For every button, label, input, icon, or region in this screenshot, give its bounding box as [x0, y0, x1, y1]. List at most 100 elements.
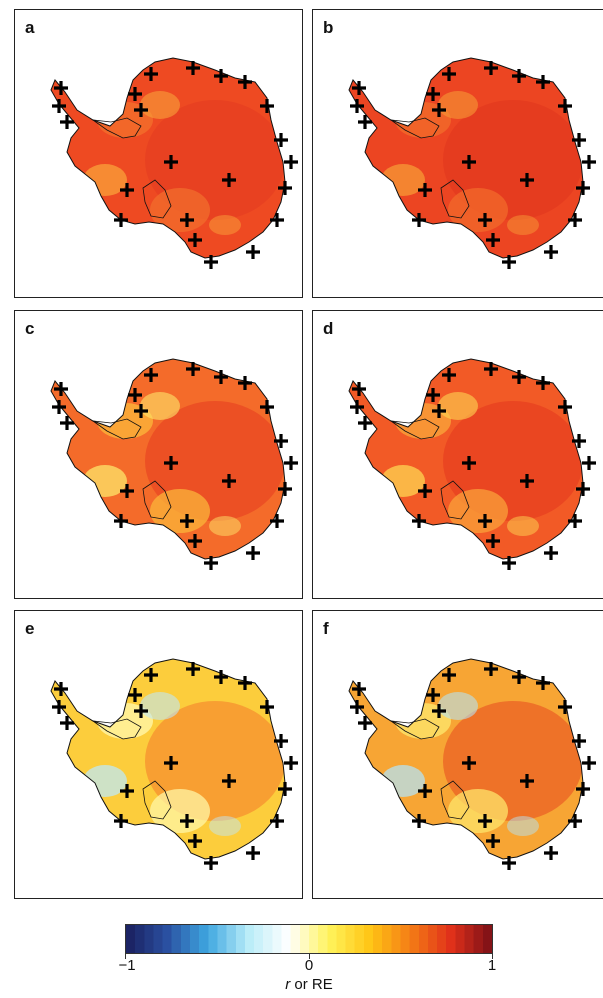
station-cross-marker: [284, 155, 298, 169]
station-cross-marker: [186, 362, 200, 376]
station-cross-marker: [274, 734, 288, 748]
station-cross-marker: [134, 103, 148, 117]
field-patch: [150, 489, 210, 533]
station-cross-marker: [502, 856, 516, 870]
field-patch: [448, 489, 508, 533]
station-cross-marker: [512, 370, 526, 384]
station-cross-marker: [54, 382, 68, 396]
station-cross-marker: [350, 700, 364, 714]
coastline: [348, 358, 584, 560]
station-cross-marker: [214, 69, 228, 83]
station-cross-marker: [536, 376, 550, 390]
station-cross-marker: [478, 213, 492, 227]
station-cross-marker: [274, 434, 288, 448]
station-cross-marker: [462, 456, 476, 470]
station-cross-marker: [412, 514, 426, 528]
colorbar: [125, 924, 493, 954]
station-cross-marker: [544, 245, 558, 259]
station-cross-marker: [572, 434, 586, 448]
station-cross-marker: [442, 668, 456, 682]
station-cross-marker: [246, 846, 260, 860]
station-cross-marker: [260, 99, 274, 113]
ice-shelf-line: [440, 780, 470, 820]
field-patch: [448, 789, 508, 833]
station-cross-marker: [352, 682, 366, 696]
station-cross-marker: [520, 774, 534, 788]
panel-f: f: [312, 610, 603, 899]
station-cross-marker: [426, 688, 440, 702]
station-cross-marker: [180, 213, 194, 227]
colorbar-tick: [125, 953, 126, 959]
panel-letter: e: [25, 619, 35, 638]
colorbar-tick-label-max: 1: [487, 957, 497, 974]
station-cross-marker: [238, 676, 252, 690]
antarctica-map: [50, 658, 298, 870]
panel-a: a: [14, 9, 303, 298]
station-cross-marker: [358, 716, 372, 730]
station-cross-marker: [134, 704, 148, 718]
station-cross-marker: [576, 782, 590, 796]
station-cross-marker: [278, 181, 292, 195]
station-cross-marker: [128, 688, 142, 702]
station-cross-marker: [186, 662, 200, 676]
station-cross-marker: [412, 213, 426, 227]
panel-b: b: [312, 9, 603, 298]
colorbar-label-r: r: [285, 976, 291, 993]
station-cross-marker: [486, 534, 500, 548]
station-cross-marker: [60, 115, 74, 129]
station-cross-marker: [442, 67, 456, 81]
colorbar-tick: [309, 953, 310, 959]
station-cross-marker: [270, 814, 284, 828]
station-cross-marker: [164, 155, 178, 169]
station-cross-marker: [462, 155, 476, 169]
station-cross-marker: [568, 514, 582, 528]
station-cross-marker: [484, 61, 498, 75]
station-cross-marker: [204, 556, 218, 570]
ice-shelf-line: [389, 418, 440, 440]
station-cross-marker: [270, 213, 284, 227]
station-cross-marker: [134, 404, 148, 418]
station-cross-marker: [114, 514, 128, 528]
coastline: [348, 57, 584, 259]
station-cross-marker: [260, 400, 274, 414]
coastline: [348, 658, 584, 860]
station-cross-marker: [188, 534, 202, 548]
station-cross-marker: [52, 700, 66, 714]
station-cross-marker: [270, 514, 284, 528]
station-cross-marker: [442, 368, 456, 382]
station-cross-marker: [54, 81, 68, 95]
station-cross-marker: [486, 233, 500, 247]
station-cross-marker: [582, 756, 596, 770]
station-cross-marker: [144, 668, 158, 682]
station-cross-marker: [60, 416, 74, 430]
antarctica-map: [348, 358, 596, 570]
field-patch: [209, 215, 241, 235]
ice-shelf-line: [142, 179, 172, 219]
field-patch: [140, 392, 180, 420]
panel-letter: d: [323, 319, 334, 338]
station-cross-marker: [188, 233, 202, 247]
station-cross-marker: [502, 556, 516, 570]
ice-shelf-line: [389, 117, 440, 139]
ice-shelf-line: [91, 418, 142, 440]
panel-c: c: [14, 310, 303, 599]
station-cross-marker: [536, 75, 550, 89]
station-cross-marker: [572, 133, 586, 147]
station-cross-marker: [572, 734, 586, 748]
ice-shelf-line: [142, 480, 172, 520]
station-cross-marker: [238, 376, 252, 390]
station-cross-marker: [204, 255, 218, 269]
station-cross-marker: [544, 546, 558, 560]
station-cross-marker: [114, 213, 128, 227]
station-cross-marker: [432, 103, 446, 117]
field-patch: [507, 816, 539, 836]
station-cross-marker: [164, 456, 178, 470]
station-cross-marker: [164, 756, 178, 770]
field-patch: [209, 816, 241, 836]
station-cross-marker: [120, 484, 134, 498]
panel-e: e: [14, 610, 303, 899]
station-cross-marker: [558, 700, 572, 714]
station-cross-marker: [568, 213, 582, 227]
field-patch: [507, 516, 539, 536]
station-cross-marker: [274, 133, 288, 147]
